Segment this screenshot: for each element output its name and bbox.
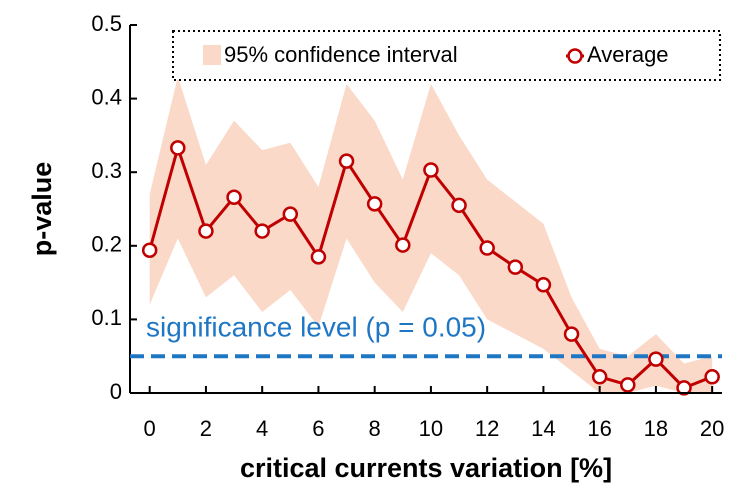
legend-label: Average: [587, 42, 669, 67]
average-marker: [423, 162, 439, 178]
average-marker: [451, 197, 467, 214]
y-tick-label: 0: [110, 379, 122, 404]
average-marker: [704, 369, 720, 385]
x-axis-label: critical currents variation [%]: [240, 453, 612, 483]
x-tick-label: 10: [419, 416, 443, 441]
x-tick-label: 6: [312, 416, 324, 441]
average-marker: [676, 380, 692, 396]
confidence-band: [149, 76, 713, 394]
y-tick-label: 0.3: [91, 158, 122, 183]
average-marker: [254, 223, 270, 239]
average-marker: [591, 369, 608, 385]
legend-box: [172, 30, 721, 81]
average-marker: [141, 242, 158, 258]
threshold-label: significance level (p = 0.05): [146, 312, 486, 343]
x-tick-label: 20: [700, 416, 724, 441]
y-tick-label: 0.4: [91, 84, 122, 109]
legend-label: 95% confidence interval: [224, 42, 458, 67]
average-marker: [395, 237, 411, 253]
y-tick-label: 0.5: [91, 11, 122, 36]
x-tick-label: 4: [256, 416, 268, 441]
average-marker: [507, 259, 524, 275]
legend-marker: [567, 48, 583, 64]
x-tick-label: 2: [200, 416, 212, 441]
average-marker: [198, 223, 214, 239]
x-tick-label: 0: [144, 416, 156, 441]
average-marker: [479, 240, 495, 256]
average-marker: [310, 249, 327, 265]
y-axis-label: p-value: [27, 162, 57, 257]
average-marker: [226, 189, 242, 205]
x-tick-label: 8: [369, 416, 381, 441]
x-tick-label: 14: [531, 416, 555, 441]
average-marker: [535, 277, 552, 293]
x-tick-label: 18: [644, 416, 668, 441]
legend-swatch: [203, 45, 221, 65]
y-tick-label: 0.1: [91, 305, 122, 330]
x-tick-label: 16: [587, 416, 611, 441]
average-marker: [620, 377, 636, 393]
average-marker: [338, 153, 355, 169]
x-tick-label: 12: [475, 416, 499, 441]
average-marker: [563, 326, 580, 342]
average-marker: [366, 196, 383, 212]
average-marker: [282, 206, 299, 222]
average-marker: [170, 140, 186, 156]
y-tick-label: 0.2: [91, 232, 122, 257]
average-marker: [648, 351, 664, 367]
